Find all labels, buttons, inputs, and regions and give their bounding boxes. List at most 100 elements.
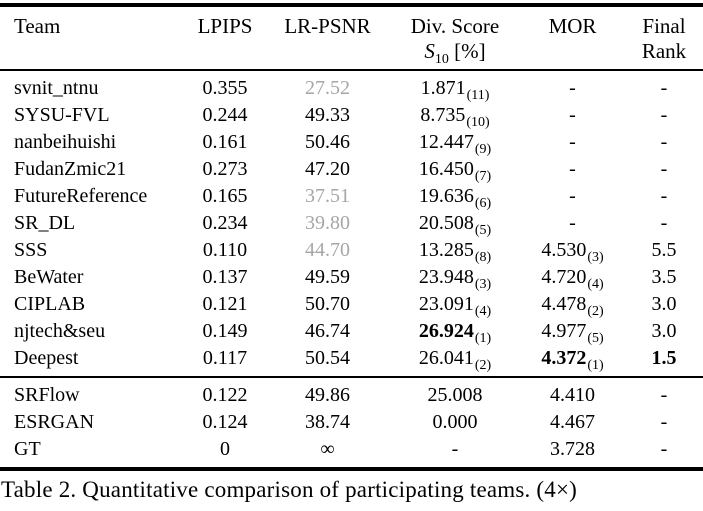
cell-lpips: 0.273 bbox=[185, 158, 265, 181]
cell-lr-psnr: 49.33 bbox=[265, 104, 390, 127]
cell-team: SSS bbox=[0, 239, 185, 262]
cell-div-score: 16.450(7) bbox=[390, 158, 520, 184]
cell-div-score: 19.636(6) bbox=[390, 185, 520, 211]
cell-value: 3.5 bbox=[651, 266, 677, 288]
cell-value: 0.355 bbox=[202, 77, 248, 99]
header-label: MOR bbox=[548, 14, 597, 38]
cell-lpips: 0.149 bbox=[185, 320, 265, 343]
cell-value: 37.51 bbox=[305, 185, 350, 207]
cell-value: 0.161 bbox=[202, 131, 248, 153]
table-row: SSS 0.110 44.70 13.285(8) 4.530(3) 5.5 bbox=[0, 237, 703, 265]
cell-value: 49.86 bbox=[305, 384, 350, 406]
cell-final-rank: 3.0 bbox=[625, 293, 703, 316]
table-header-row: Team LPIPS LR-PSNR Div. Score S10 [%] MOR Fina… bbox=[0, 7, 703, 69]
cell-value: 1.871 bbox=[420, 77, 466, 99]
cell-lpips: 0.137 bbox=[185, 266, 265, 289]
rank-subscript: (5) bbox=[474, 223, 492, 238]
cell-value: - bbox=[569, 212, 576, 234]
cell-value: 4.530 bbox=[541, 239, 587, 261]
rank-subscript: (3) bbox=[474, 277, 492, 292]
table-caption: Table 2. Quantitative comparison of part… bbox=[1, 477, 578, 502]
cell-div-score: 8.735(10) bbox=[390, 104, 520, 130]
cell-value: 26.041 bbox=[418, 347, 474, 369]
cell-value: - bbox=[660, 104, 668, 126]
math-unit: [%] bbox=[454, 39, 486, 63]
cell-value: 26.924 bbox=[418, 320, 474, 342]
cell-value: - bbox=[569, 158, 576, 180]
cell-lr-psnr: ∞ bbox=[265, 438, 390, 461]
cell-team: njtech&seu bbox=[0, 320, 185, 343]
rank-subscript: (2) bbox=[587, 304, 604, 319]
cell-value: 49.59 bbox=[305, 266, 350, 288]
cell-value: nanbeihuishi bbox=[14, 131, 117, 153]
header-div-score: Div. Score S10 [%] bbox=[390, 14, 520, 67]
table-row: GT 0 ∞ - 3.728 - bbox=[0, 436, 703, 463]
cell-value: GT bbox=[14, 438, 41, 460]
cell-value: 1.5 bbox=[651, 347, 677, 369]
cell-mor: 4.467 bbox=[520, 411, 625, 434]
rank-subscript: (11) bbox=[466, 88, 490, 103]
cell-value: 0.137 bbox=[202, 266, 248, 288]
cell-lr-psnr: 46.74 bbox=[265, 320, 390, 343]
cell-team: FutureReference bbox=[0, 185, 185, 208]
cell-mor: 4.478(2) bbox=[520, 293, 625, 319]
cell-team: CIPLAB bbox=[0, 293, 185, 316]
cell-value: - bbox=[660, 212, 668, 234]
cell-value: 16.450 bbox=[418, 158, 474, 180]
header-team: Team bbox=[0, 14, 185, 39]
cell-mor: - bbox=[520, 77, 625, 100]
cell-value: 5.5 bbox=[651, 239, 677, 261]
cell-final-rank: - bbox=[625, 438, 703, 461]
cell-value: 23.091 bbox=[418, 293, 474, 315]
header-label: Team bbox=[14, 14, 61, 38]
rank-subscript: (4) bbox=[587, 277, 604, 292]
table-section-1: SRFlow 0.122 49.86 25.008 4.410 - ESRGAN 0.124 3… bbox=[0, 378, 703, 467]
cell-final-rank: - bbox=[625, 104, 703, 127]
cell-final-rank: - bbox=[625, 131, 703, 154]
table-row: SYSU-FVL 0.244 49.33 8.735(10) - - bbox=[0, 102, 703, 130]
cell-mor: - bbox=[520, 212, 625, 235]
rank-subscript: (6) bbox=[474, 196, 492, 211]
cell-value: - bbox=[660, 185, 668, 207]
table-section-0: svnit_ntnu 0.355 27.52 1.871(11) - - SYSU-FVL 0… bbox=[0, 71, 703, 376]
cell-div-score: 23.948(3) bbox=[390, 266, 520, 292]
header-divider-rule bbox=[0, 69, 703, 71]
cell-value: 13.285 bbox=[418, 239, 474, 261]
cell-team: SRFlow bbox=[0, 384, 185, 407]
cell-mor: 4.530(3) bbox=[520, 239, 625, 265]
cell-team: BeWater bbox=[0, 266, 185, 289]
cell-value: - bbox=[660, 384, 668, 406]
cell-value: 4.467 bbox=[550, 411, 595, 433]
cell-value: 44.70 bbox=[305, 239, 350, 261]
math-variable: S bbox=[424, 39, 435, 63]
cell-value: - bbox=[569, 185, 576, 207]
cell-value: 23.948 bbox=[418, 266, 474, 288]
cell-team: GT bbox=[0, 438, 185, 461]
cell-mor: 4.977(5) bbox=[520, 320, 625, 346]
cell-value: 20.508 bbox=[418, 212, 474, 234]
cell-div-score: 20.508(5) bbox=[390, 212, 520, 238]
cell-value: svnit_ntnu bbox=[14, 77, 99, 99]
rank-subscript: (1) bbox=[587, 358, 604, 373]
cell-div-score: 23.091(4) bbox=[390, 293, 520, 319]
cell-mor: - bbox=[520, 158, 625, 181]
cell-value: 49.33 bbox=[305, 104, 350, 126]
cell-value: njtech&seu bbox=[14, 320, 106, 342]
rank-subscript: (9) bbox=[474, 142, 492, 157]
cell-div-score: 1.871(11) bbox=[390, 77, 520, 103]
cell-team: SR_DL bbox=[0, 212, 185, 235]
cell-value: 8.735 bbox=[420, 104, 466, 126]
cell-value: 0.117 bbox=[202, 347, 248, 369]
cell-div-score: - bbox=[390, 438, 520, 461]
cell-mor: - bbox=[520, 104, 625, 127]
cell-lpips: 0.110 bbox=[185, 239, 265, 262]
cell-final-rank: 1.5 bbox=[625, 347, 703, 370]
cell-value: 0.110 bbox=[202, 239, 248, 261]
cell-mor: 3.728 bbox=[520, 438, 625, 461]
cell-value: 0.122 bbox=[202, 384, 248, 406]
cell-value: 27.52 bbox=[305, 77, 350, 99]
cell-div-score: 26.041(2) bbox=[390, 347, 520, 373]
cell-value: - bbox=[660, 411, 668, 433]
cell-value: BeWater bbox=[14, 266, 84, 288]
cell-lpips: 0.165 bbox=[185, 185, 265, 208]
